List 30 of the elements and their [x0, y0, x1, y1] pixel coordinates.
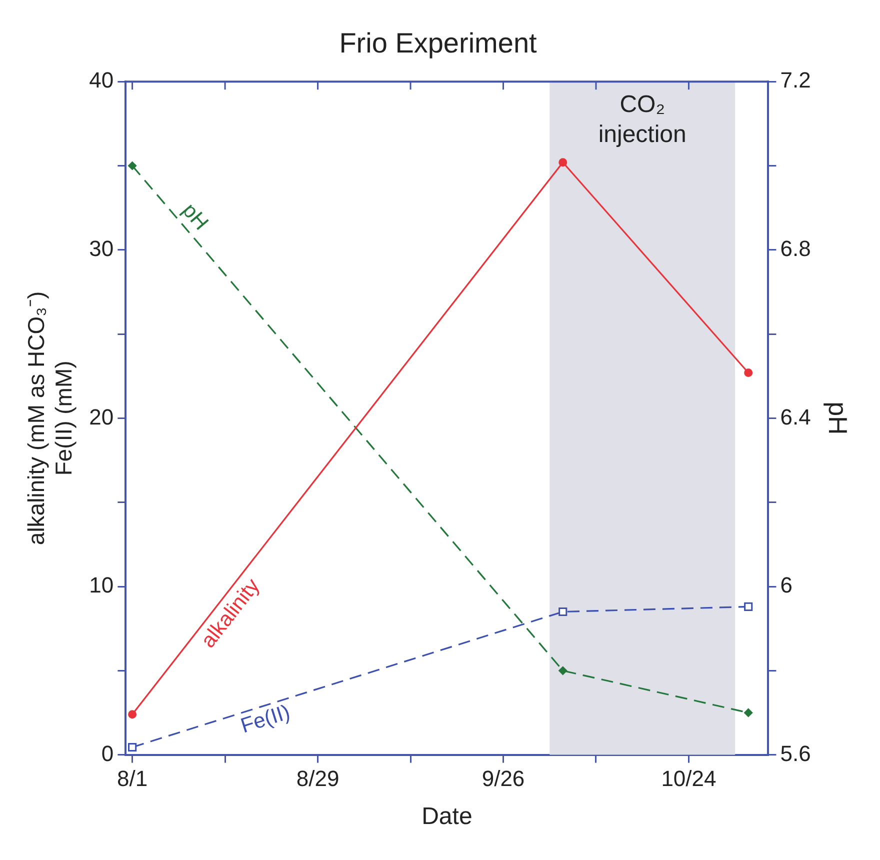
y2-tick-label: 6.8 — [780, 236, 811, 261]
x-tick-label: 10/24 — [661, 766, 716, 792]
x-tick-label: 8/1 — [117, 766, 148, 792]
y2-tick-label: 7.2 — [780, 68, 811, 93]
point — [744, 368, 753, 378]
chart-title: Frio Experiment — [339, 28, 538, 59]
y-tick-label: 10 — [89, 572, 114, 598]
x-tick-label: 9/26 — [482, 766, 525, 792]
y2-axis-title: pH — [823, 402, 854, 435]
y-axis-title: alkalinity (mM as HCO₃⁻) Fe(II) (mM) — [23, 291, 77, 546]
x-tick-label: 8/29 — [296, 766, 340, 792]
y2-tick-label: 5.6 — [780, 740, 811, 766]
text: Fe(II) — [238, 700, 293, 738]
y-tick-label: 30 — [89, 236, 114, 261]
y2-tick-label: 6.4 — [780, 404, 811, 430]
point — [744, 708, 753, 717]
point — [128, 742, 137, 752]
x-axis-title: Date — [422, 803, 472, 830]
y-tick-label: 20 — [89, 404, 114, 430]
point — [558, 666, 568, 675]
band-label: CO₂ injection — [598, 91, 686, 148]
y-tick-label: 0 — [101, 740, 114, 766]
point — [128, 162, 137, 170]
text: pH — [178, 199, 213, 234]
y-tick-label: 40 — [89, 68, 114, 93]
point — [558, 607, 568, 616]
y2-tick-label: 6 — [780, 572, 792, 598]
point — [744, 602, 753, 611]
point — [128, 710, 137, 719]
point — [558, 158, 568, 167]
